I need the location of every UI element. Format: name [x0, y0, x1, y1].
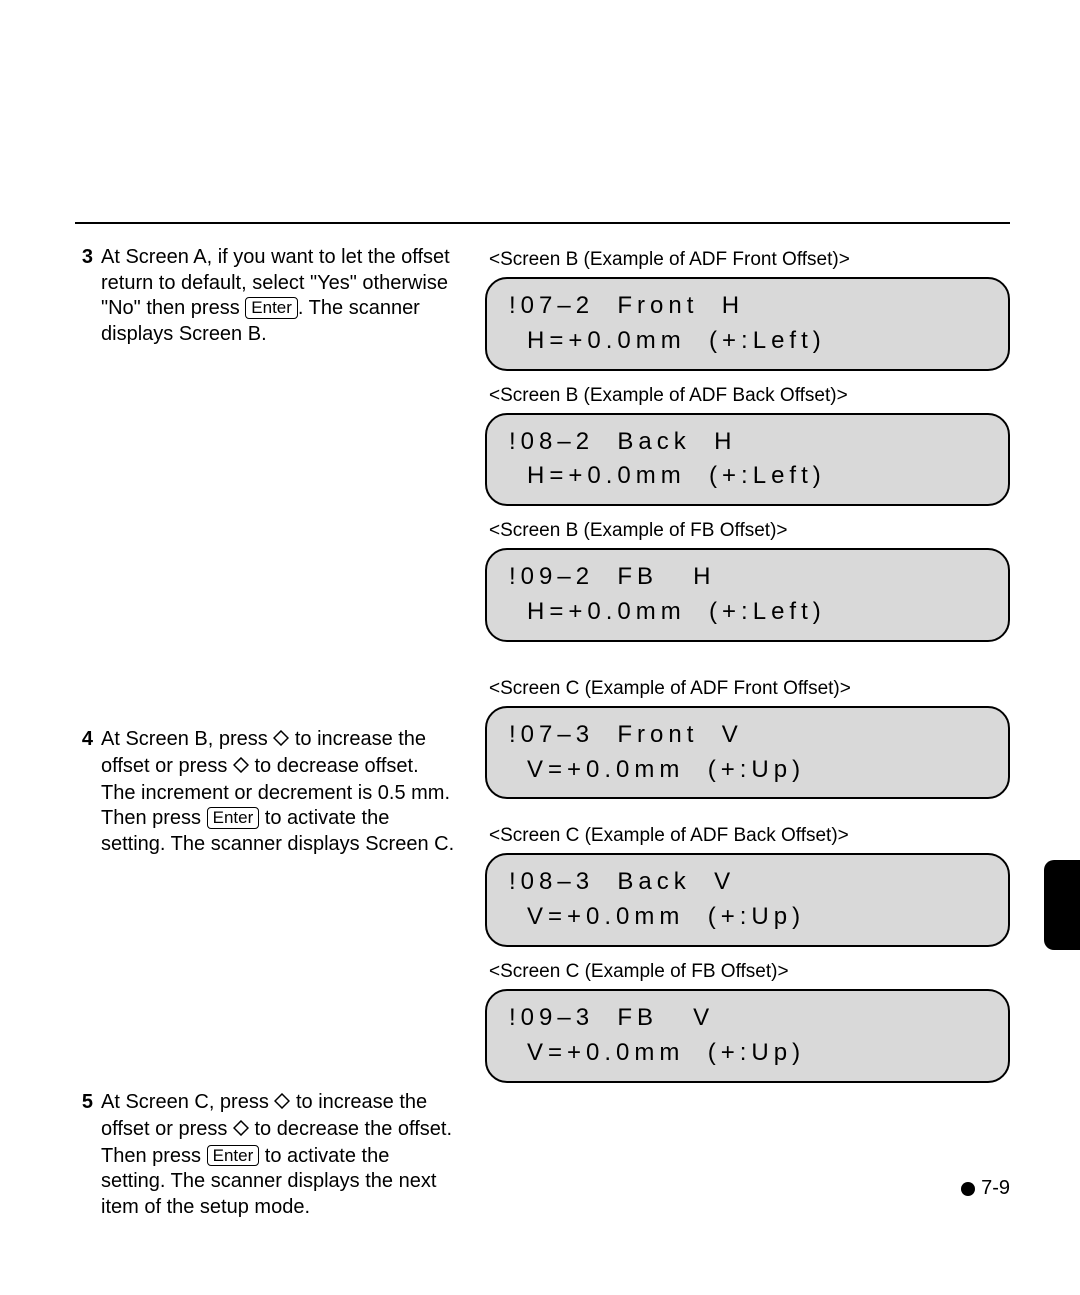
lcd-screen-b-adf-back: !08–2 Back H H=+0.0mm (+:Left)	[485, 413, 1010, 507]
lcd-screen-b-fb: !09–2 FB H H=+0.0mm (+:Left)	[485, 548, 1010, 642]
page-number-text: 7-9	[981, 1177, 1010, 1200]
lcd-line: !09–2 FB H	[509, 560, 986, 595]
spacer	[75, 885, 455, 1090]
diamond-icon	[233, 755, 249, 781]
bullet-icon	[961, 1182, 975, 1196]
lcd-line: !08–3 Back V	[509, 865, 986, 900]
screen-caption: <Screen B (Example of FB Offset)>	[489, 520, 1010, 542]
step-body: At Screen A, if you want to let the offs…	[101, 245, 455, 347]
lcd-line: H=+0.0mm (+:Left)	[509, 595, 986, 630]
diamond-icon	[233, 1118, 249, 1144]
lcd-line: H=+0.0mm (+:Left)	[509, 459, 986, 494]
step-body: At Screen B, press to increase the offse…	[101, 727, 455, 857]
lcd-line: V=+0.0mm (+:Up)	[509, 900, 986, 935]
enter-key: Enter	[207, 1145, 260, 1167]
top-rule	[75, 222, 1010, 224]
step-3: 3 At Screen A, if you want to let the of…	[75, 245, 455, 347]
enter-key: Enter	[245, 297, 298, 319]
lcd-screen-c-fb: !09–3 FB V V=+0.0mm (+:Up)	[485, 989, 1010, 1083]
step-number: 3	[75, 245, 93, 347]
step-body: At Screen C, press to increase the offse…	[101, 1090, 455, 1220]
screen-caption: <Screen B (Example of ADF Front Offset)>	[489, 249, 1010, 271]
screen-caption: <Screen C (Example of ADF Back Offset)>	[489, 825, 1010, 847]
spacer	[485, 656, 1010, 674]
diamond-icon	[274, 1091, 290, 1117]
screen-caption: <Screen B (Example of ADF Back Offset)>	[489, 385, 1010, 407]
step-text: At Screen C, press	[101, 1091, 274, 1113]
page: 3 At Screen A, if you want to let the of…	[0, 0, 1080, 1295]
lcd-screen-c-adf-back: !08–3 Back V V=+0.0mm (+:Up)	[485, 853, 1010, 947]
enter-key: Enter	[207, 807, 260, 829]
diamond-icon	[273, 728, 289, 754]
step-text: At Screen B, press	[101, 728, 273, 750]
screen-caption: <Screen C (Example of FB Offset)>	[489, 961, 1010, 983]
lcd-line: !09–3 FB V	[509, 1001, 986, 1036]
section-tab	[1044, 860, 1080, 950]
lcd-line: !08–2 Back H	[509, 425, 986, 460]
screen-caption: <Screen C (Example of ADF Front Offset)>	[489, 678, 1010, 700]
lcd-line: !07–3 Front V	[509, 718, 986, 753]
step-4: 4 At Screen B, press to increase the off…	[75, 727, 455, 857]
lcd-line: V=+0.0mm (+:Up)	[509, 1036, 986, 1071]
left-column: 3 At Screen A, if you want to let the of…	[75, 245, 455, 1248]
lcd-line: V=+0.0mm (+:Up)	[509, 753, 986, 788]
step-5: 5 At Screen C, press to increase the off…	[75, 1090, 455, 1220]
lcd-screen-b-adf-front: !07–2 Front H H=+0.0mm (+:Left)	[485, 277, 1010, 371]
spacer	[75, 375, 455, 727]
lcd-line: !07–2 Front H	[509, 289, 986, 324]
step-number: 5	[75, 1090, 93, 1220]
lcd-line: H=+0.0mm (+:Left)	[509, 324, 986, 359]
step-number: 4	[75, 727, 93, 857]
right-column: <Screen B (Example of ADF Front Offset)>…	[485, 245, 1010, 1248]
page-number: 7-9	[961, 1177, 1010, 1200]
spacer	[485, 813, 1010, 821]
content-columns: 3 At Screen A, if you want to let the of…	[75, 245, 1010, 1248]
lcd-screen-c-adf-front: !07–3 Front V V=+0.0mm (+:Up)	[485, 706, 1010, 800]
